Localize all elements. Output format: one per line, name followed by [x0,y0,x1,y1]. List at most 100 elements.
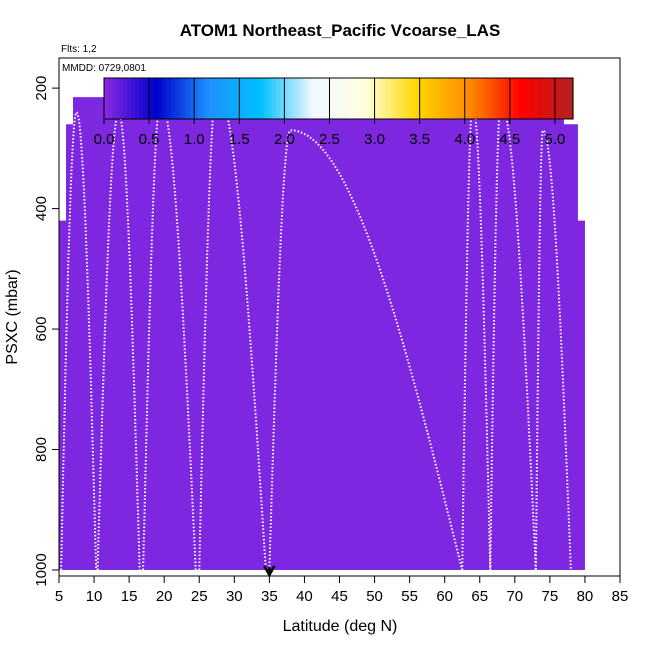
colorbar-swatch [201,78,207,119]
colorbar-swatch [225,78,230,119]
colorbar-swatch [530,78,535,119]
colorbar-swatch [264,78,269,119]
colorbar-swatch [373,78,379,119]
colorbar-swatch [143,78,148,119]
x-tick-label: 30 [226,588,243,605]
colorbar-tick-label: 0.5 [139,131,160,148]
flights-label: Flts: 1,2 [61,44,97,55]
colorbar-tick-label: 2.0 [274,131,295,148]
y-tick-label: 200 [33,76,50,101]
colorbar-swatch [510,78,515,119]
colorbar-swatch [451,78,457,119]
colorbar-swatch [229,78,234,119]
heatmap-cells [59,79,585,570]
colorbar-swatch [127,78,132,119]
x-tick-label: 40 [296,588,313,605]
colorbar-swatch [307,78,312,119]
x-tick-label: 70 [506,588,523,605]
colorbar-swatch [502,78,508,119]
colorbar-swatch [354,78,359,119]
colorbar-swatch [412,78,418,119]
flight-profile-line [60,110,98,571]
colorbar-swatch [107,78,113,119]
colorbar-swatch [217,78,222,119]
colorbar-swatch [432,78,437,119]
colorbar-swatch [471,78,476,119]
colorbar-swatch [170,78,175,119]
colorbar-swatch [221,78,226,119]
x-tick-label: 35 [261,588,278,605]
colorbar-swatch [209,78,215,119]
x-axis-label: Latitude (deg N) [283,618,398,635]
colorbar-swatch [154,78,160,119]
colorbar-swatch [365,78,371,119]
colorbar-swatch [104,78,109,119]
x-tick-label: 15 [121,588,138,605]
colorbar-swatch [272,78,277,119]
colorbar-swatch [119,78,125,119]
colorbar-swatch [283,78,289,119]
colorbar-swatch [358,78,363,119]
colorbar-swatch [397,78,402,119]
colorbar-tick-label: 4.0 [454,131,475,148]
colorbar-swatch [385,78,390,119]
colorbar-swatch [416,78,422,119]
colorbar-tick-label: 3.0 [364,131,385,148]
colorbar-swatch [252,78,258,119]
x-tick-label: 80 [577,588,594,605]
dates-label: MMDD: 0729,0801 [62,63,146,74]
colorbar-swatch [256,78,261,119]
colorbar-swatch [424,78,429,119]
colorbar-swatch [408,78,414,119]
colorbar-swatch [361,78,367,119]
colorbar-swatch [342,78,347,119]
colorbar-swatch [197,78,203,119]
x-tick-label: 55 [401,588,418,605]
colorbar-swatch [393,78,398,119]
colorbar-swatch [369,78,375,119]
x-tick-label: 75 [542,588,559,605]
colorbar-swatch [377,78,383,119]
colorbar-swatch [381,78,386,119]
colorbar-swatch [287,78,293,119]
colorbar-swatch [537,78,543,119]
colorbar-swatch [350,78,355,119]
colorbar-swatch [467,78,472,119]
colorbar-swatch [244,78,250,119]
flight-profile-line [461,101,492,571]
colorbar-swatch [193,78,199,119]
colorbar-swatch [545,78,551,119]
x-axis: 5 10 15 20 25 30 35 40 45 50 55 60 65 70 75 80 85 [55,575,628,605]
colorbar-swatch [182,78,187,119]
colorbar-swatch [330,78,336,119]
colorbar-tick-label: 2.5 [319,131,340,148]
colorbar-swatch [189,78,195,119]
colorbar-swatch [463,78,469,119]
colorbar-swatch [311,78,316,119]
colorbar-swatch [436,78,441,119]
colorbar-swatch [561,78,566,119]
colorbar-swatch [174,78,179,119]
colorbar-swatch [428,78,433,119]
colorbar-swatch [565,78,570,119]
colorbar-swatch [541,78,547,119]
colorbar-swatch [522,78,527,119]
x-tick-label: 20 [156,588,173,605]
colorbar-swatch [318,78,324,119]
latitude-marker-arrow [263,565,276,578]
colorbar-swatch [291,78,297,119]
colorbar-swatch [232,78,238,119]
x-tick-label: 5 [55,588,63,605]
marker-head [263,565,276,578]
colorbar-swatch [494,78,500,119]
colorbar-swatch [533,78,539,119]
colorbar-swatch [490,78,496,119]
colorbar-swatch [315,78,320,119]
colorbar-swatch [401,78,406,119]
colorbar-swatch [275,78,281,119]
colorbar-swatch [346,78,351,119]
colorbar-swatch [322,78,328,119]
colorbar-swatch [213,78,218,119]
colorbar-swatch [479,78,484,119]
